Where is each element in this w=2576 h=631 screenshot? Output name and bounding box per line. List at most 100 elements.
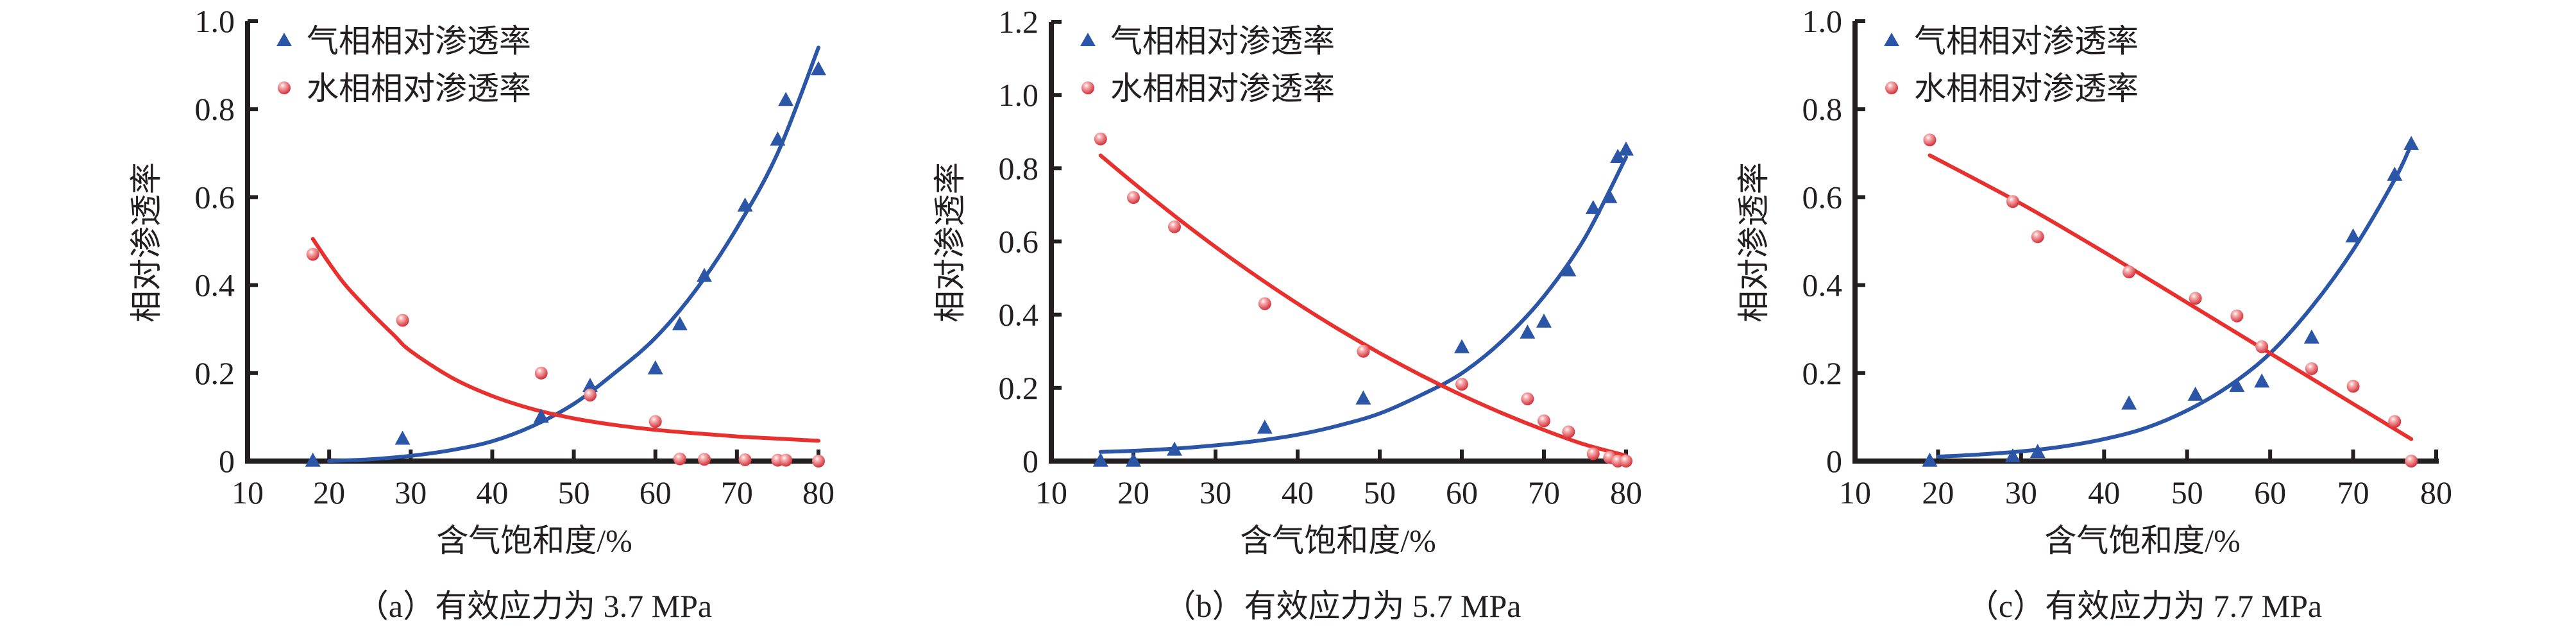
water-data-point bbox=[1521, 392, 1534, 405]
legend-label-water: 水相相对渗透率 bbox=[1914, 71, 2139, 106]
gas-data-point bbox=[1561, 262, 1577, 276]
water-data-point bbox=[306, 248, 319, 261]
water-data-point bbox=[1357, 344, 1370, 358]
water-data-point bbox=[396, 314, 409, 327]
x-tick-label: 30 bbox=[394, 475, 427, 510]
x-tick-label: 40 bbox=[1282, 475, 1314, 510]
y-axis-title: 相对渗透率 bbox=[932, 162, 968, 323]
gas-data-point bbox=[582, 378, 598, 392]
water-data-point bbox=[1127, 191, 1140, 204]
water-trend-line bbox=[310, 237, 820, 443]
x-tick-label: 30 bbox=[2005, 475, 2037, 510]
legend-label-gas: 气相相对渗透率 bbox=[307, 23, 531, 59]
y-tick-label: 1.0 bbox=[195, 3, 235, 39]
plot-area: 0 0.2 0.4 0.6 0.8 1.0 1.2 10 20 30 40 50 60 70 80 气相相对渗… bbox=[999, 4, 1643, 510]
gas-data-point bbox=[1536, 313, 1552, 328]
gas-data-point bbox=[1454, 339, 1470, 353]
y-tick-label: 0 bbox=[219, 443, 235, 479]
x-tick-label: 60 bbox=[1446, 475, 1478, 510]
water-trend-line bbox=[1098, 153, 1628, 458]
x-tick-label: 60 bbox=[640, 475, 672, 510]
water-data-point bbox=[2230, 309, 2244, 323]
y-tick-label: 0 bbox=[1826, 443, 1842, 479]
gas-data-point bbox=[647, 360, 663, 374]
panel-caption: （a）有效应力为 3.7 MPa bbox=[357, 588, 712, 624]
water-data-point bbox=[698, 453, 711, 466]
y-tick-label: 0.6 bbox=[1802, 179, 1843, 215]
water-data-point bbox=[2255, 340, 2269, 353]
y-tick-label: 1.0 bbox=[1802, 3, 1843, 39]
x-axis-title: 含气饱和度/% bbox=[1240, 523, 1436, 559]
water-data-point bbox=[2388, 415, 2402, 428]
x-tick-label: 40 bbox=[476, 475, 508, 510]
plot-area: 0 0.2 0.4 0.6 0.8 1.0 10 20 30 40 50 60 70 80 气相相对渗透率水… bbox=[1802, 3, 2453, 510]
x-tick-label: 10 bbox=[1035, 475, 1067, 510]
water-data-point bbox=[1455, 378, 1468, 391]
gas-data-point bbox=[2403, 135, 2419, 150]
legend-label-water: 水相相对渗透率 bbox=[1110, 71, 1335, 106]
x-tick-label: 70 bbox=[721, 475, 753, 510]
water-data-point bbox=[1562, 425, 1575, 439]
gas-data-point bbox=[2121, 395, 2137, 410]
gas-data-point bbox=[737, 197, 753, 212]
x-tick-label: 20 bbox=[1922, 475, 1954, 510]
gas-data-point bbox=[2187, 386, 2203, 401]
gas-trend-line bbox=[1936, 142, 2414, 459]
gas-data-point bbox=[1520, 324, 1536, 339]
gas-data-point bbox=[2029, 444, 2046, 459]
gas-data-point bbox=[1602, 189, 1618, 203]
water-data-point bbox=[1168, 220, 1181, 233]
water-data-point bbox=[648, 415, 662, 428]
gas-data-point bbox=[1167, 441, 1182, 456]
water-data-point bbox=[1538, 414, 1550, 428]
gas-data-point bbox=[2303, 329, 2319, 344]
y-tick-label: 0.4 bbox=[1802, 267, 1843, 303]
legend-label-gas: 气相相对渗透率 bbox=[1110, 23, 1335, 59]
panel-caption: （b）有效应力为 5.7 MPa bbox=[1164, 588, 1521, 624]
gas-data-point bbox=[811, 61, 826, 76]
legend-sphere-icon bbox=[1081, 81, 1094, 94]
x-tick-label: 50 bbox=[558, 475, 590, 510]
x-axis-title: 含气饱和度/% bbox=[436, 523, 632, 559]
water-data-point bbox=[1586, 447, 1600, 460]
gas-data-point bbox=[672, 316, 688, 331]
y-tick-label: 0.4 bbox=[195, 267, 235, 303]
water-data-point bbox=[812, 455, 825, 467]
x-tick-label: 30 bbox=[1199, 475, 1232, 510]
plot-area: 0 0.2 0.4 0.6 0.8 1.0 10 20 30 40 50 60 70 80 气相相对渗透率水… bbox=[195, 3, 835, 510]
x-tick-label: 50 bbox=[1364, 475, 1396, 510]
water-data-point bbox=[2405, 455, 2418, 467]
water-data-point bbox=[2123, 265, 2136, 279]
gas-data-point bbox=[1092, 452, 1108, 467]
y-tick-label: 0.4 bbox=[999, 297, 1039, 333]
water-data-point bbox=[534, 366, 548, 380]
panel-b: 0 0.2 0.4 0.6 0.8 1.0 1.2 10 20 30 40 50 60 70 80 气相相对渗… bbox=[932, 4, 1642, 624]
x-tick-label: 60 bbox=[2254, 475, 2286, 510]
x-tick-label: 80 bbox=[1610, 475, 1642, 510]
water-data-point bbox=[779, 453, 793, 467]
water-data-point bbox=[738, 453, 752, 466]
x-tick-label: 80 bbox=[802, 475, 835, 510]
y-tick-label: 0.6 bbox=[999, 224, 1039, 260]
legend-label-water: 水相相对渗透率 bbox=[307, 71, 531, 106]
gas-data-point bbox=[770, 131, 786, 146]
gas-data-point bbox=[1126, 452, 1141, 467]
x-tick-label: 80 bbox=[2420, 475, 2452, 510]
x-axis-title: 含气饱和度/% bbox=[2044, 523, 2241, 559]
y-tick-label: 0.8 bbox=[999, 150, 1039, 186]
x-tick-label: 20 bbox=[313, 475, 345, 510]
y-tick-label: 0 bbox=[1022, 443, 1038, 479]
y-tick-label: 0.2 bbox=[195, 355, 235, 391]
gas-trend-line bbox=[1098, 155, 1628, 454]
water-data-point bbox=[584, 389, 597, 402]
y-axis-title: 相对渗透率 bbox=[128, 162, 164, 323]
gas-data-point bbox=[1355, 390, 1371, 405]
gas-data-point bbox=[2345, 228, 2361, 242]
legend-label-gas: 气相相对渗透率 bbox=[1914, 23, 2139, 59]
gas-data-point bbox=[2004, 448, 2021, 462]
panel-caption: （c）有效应力为 7.7 MPa bbox=[1967, 588, 2322, 624]
water-data-point bbox=[1620, 455, 1632, 467]
